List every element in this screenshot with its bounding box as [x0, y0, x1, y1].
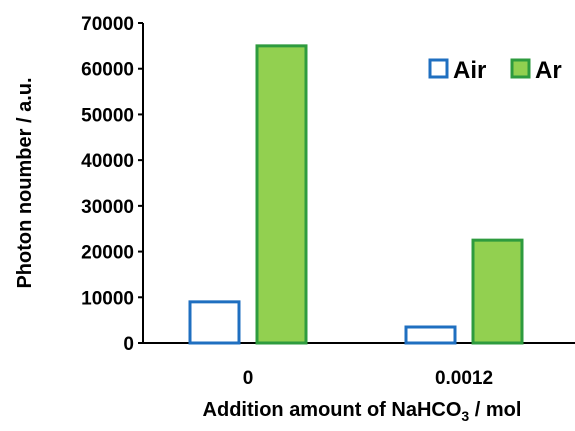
y-tick-label: 20000	[81, 243, 134, 264]
y-tick-label: 40000	[81, 151, 134, 172]
y-tick-label: 60000	[81, 60, 134, 81]
x-axis-title-suffix: / mol	[469, 399, 521, 421]
bar-ar-1	[471, 238, 524, 345]
bar-air-1	[404, 325, 457, 345]
x-axis-title-prefix: Addition amount of NaHCO	[203, 399, 462, 421]
y-axis-title: Photon noumber / a.u.	[14, 77, 36, 288]
y-tick-label: 50000	[81, 105, 134, 126]
y-tick-label: 10000	[81, 288, 134, 309]
bar-ar-0	[255, 44, 308, 345]
y-tick-label: 0	[123, 334, 134, 355]
x-tick-label: 0	[243, 368, 254, 389]
y-tick-label: 70000	[81, 14, 134, 35]
legend-label-air: Air	[453, 57, 486, 84]
y-tick-label: 30000	[81, 197, 134, 218]
legend-swatch-ar	[510, 58, 531, 79]
legend-label-ar: Ar	[535, 57, 562, 84]
bar-air-0	[188, 300, 241, 345]
x-axis-title: Addition amount of NaHCO3 / mol	[203, 399, 522, 424]
x-axis-title-subscript: 3	[461, 408, 469, 424]
x-tick-label: 0.0012	[435, 368, 493, 389]
legend-swatch-air	[428, 58, 449, 79]
